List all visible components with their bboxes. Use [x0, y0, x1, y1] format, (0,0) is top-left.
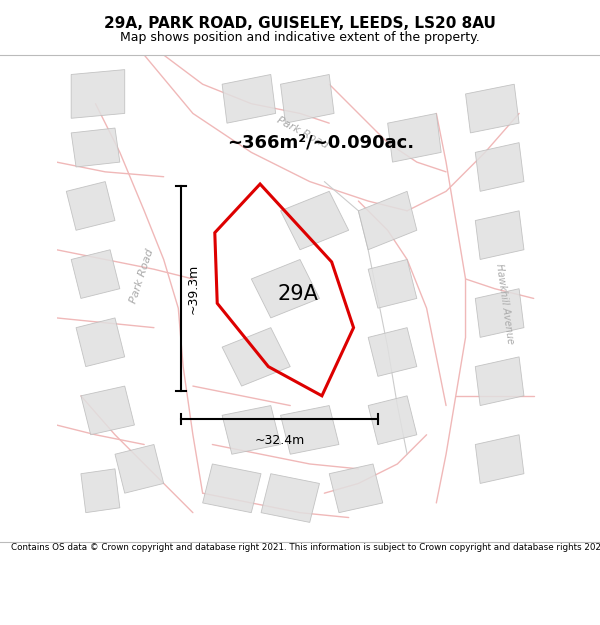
Text: ~366m²/~0.090ac.: ~366m²/~0.090ac. — [227, 134, 414, 152]
Polygon shape — [281, 74, 334, 123]
Text: Park Road: Park Road — [275, 115, 330, 151]
Polygon shape — [281, 406, 339, 454]
Polygon shape — [475, 211, 524, 259]
Polygon shape — [261, 474, 319, 522]
Polygon shape — [358, 191, 417, 250]
Polygon shape — [71, 250, 120, 298]
Polygon shape — [368, 259, 417, 308]
Polygon shape — [368, 328, 417, 376]
Text: Hawkhill Avenue: Hawkhill Avenue — [494, 262, 515, 344]
Text: 29A, PARK ROAD, GUISELEY, LEEDS, LS20 8AU: 29A, PARK ROAD, GUISELEY, LEEDS, LS20 8A… — [104, 16, 496, 31]
Polygon shape — [475, 435, 524, 484]
Text: Park Road: Park Road — [128, 248, 155, 305]
Polygon shape — [71, 69, 125, 118]
Polygon shape — [475, 289, 524, 338]
Polygon shape — [203, 464, 261, 512]
Text: Contains OS data © Crown copyright and database right 2021. This information is : Contains OS data © Crown copyright and d… — [11, 543, 600, 552]
Polygon shape — [81, 386, 134, 435]
Polygon shape — [115, 444, 164, 493]
Text: ~39.3m: ~39.3m — [187, 264, 200, 314]
Polygon shape — [466, 84, 519, 133]
Text: 29A: 29A — [277, 284, 318, 304]
Polygon shape — [222, 328, 290, 386]
Polygon shape — [71, 128, 120, 167]
Polygon shape — [368, 396, 417, 444]
Polygon shape — [222, 406, 281, 454]
Polygon shape — [222, 74, 275, 123]
Polygon shape — [475, 142, 524, 191]
Polygon shape — [329, 464, 383, 512]
Polygon shape — [251, 259, 319, 318]
Text: ~32.4m: ~32.4m — [254, 434, 304, 447]
Polygon shape — [281, 191, 349, 250]
Polygon shape — [66, 182, 115, 230]
Polygon shape — [388, 113, 441, 162]
Polygon shape — [81, 469, 120, 512]
Polygon shape — [76, 318, 125, 367]
Polygon shape — [475, 357, 524, 406]
Text: Map shows position and indicative extent of the property.: Map shows position and indicative extent… — [120, 31, 480, 44]
